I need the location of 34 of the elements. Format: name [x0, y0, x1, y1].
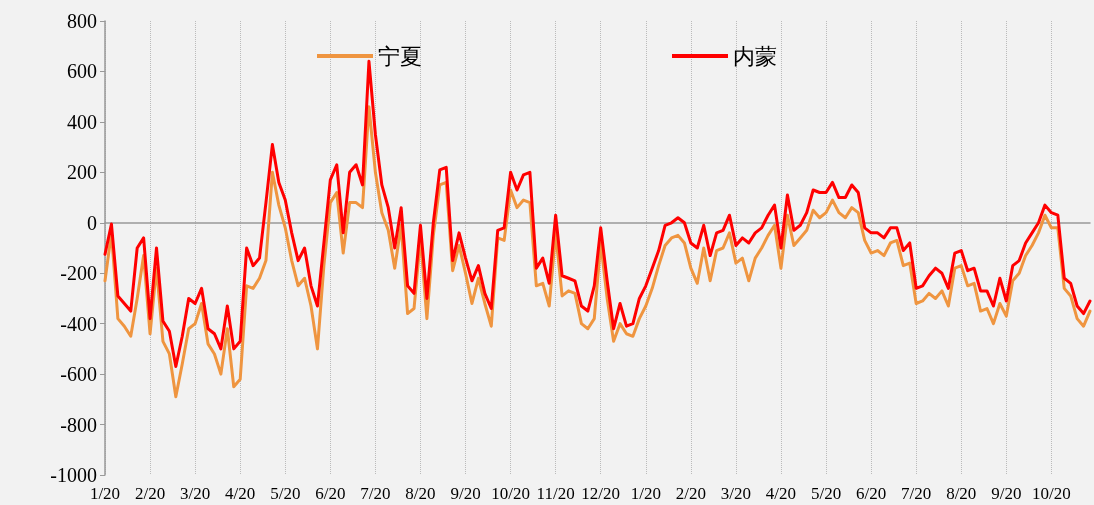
x-tick-label: 2/20 [134, 484, 166, 503]
y-tick-label: -800 [60, 413, 97, 436]
x-tick-label: 10/20 [1032, 484, 1071, 503]
x-tick-label: 1/20 [630, 484, 661, 503]
x-tick-label: 10/20 [491, 484, 530, 503]
x-tick-label: 5/20 [810, 484, 842, 503]
x-tick-label: 5/20 [270, 484, 301, 503]
legend-label: 内蒙 [733, 43, 777, 69]
x-tick-label: 12/20 [581, 484, 621, 503]
y-tick-label: 800 [67, 10, 97, 32]
x-tick-label: 2/20 [675, 484, 706, 503]
x-tick-label: 4/20 [765, 484, 797, 503]
y-tick-label: -1000 [50, 464, 97, 486]
x-tick-label: 6/20 [855, 484, 887, 503]
y-tick-label: -400 [60, 312, 97, 335]
x-tick-label: 7/20 [360, 484, 391, 503]
x-tick-label: 1/20 [89, 484, 121, 503]
y-tick-label: 400 [67, 110, 97, 133]
x-tick-label: 3/20 [720, 484, 752, 503]
x-tick-label: 8/20 [405, 484, 436, 503]
y-tick-label: 0 [87, 211, 97, 234]
legend-label: 宁夏 [378, 43, 422, 69]
x-tick-label: 4/20 [225, 484, 256, 503]
x-tick-label: 9/20 [991, 484, 1022, 503]
y-tick-label: -600 [60, 363, 97, 386]
y-tick-label: -200 [60, 262, 97, 285]
x-tick-label: 8/20 [946, 484, 977, 503]
x-tick-label: 11/20 [536, 484, 575, 503]
x-tick-label: 3/20 [180, 484, 211, 503]
x-tick-label: 9/20 [450, 484, 481, 503]
x-tick-label: 6/20 [315, 484, 346, 503]
y-tick-label: 200 [67, 161, 97, 184]
x-tick-label: 7/20 [901, 484, 932, 503]
y-tick-label: 600 [67, 60, 97, 83]
